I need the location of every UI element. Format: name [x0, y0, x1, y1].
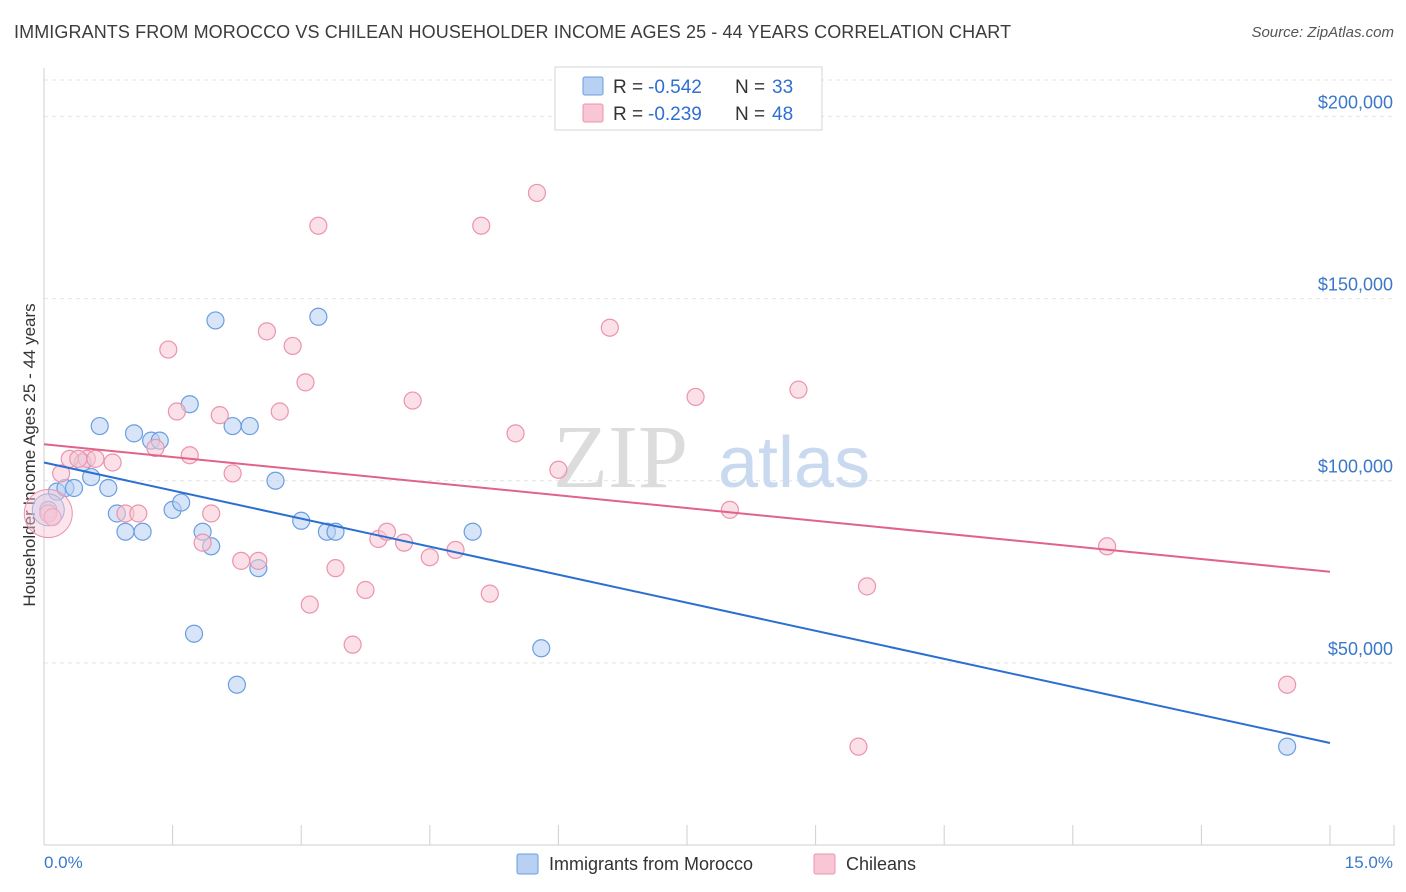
morocco-point — [133, 522, 152, 541]
y-tick-label: $200,000 — [1318, 92, 1393, 112]
legend-n-value-1: 33 — [772, 77, 793, 98]
chileans-point — [223, 464, 242, 483]
morocco-point — [90, 416, 109, 436]
chileans-point — [857, 577, 877, 596]
legend-swatch-chileans — [582, 103, 604, 123]
bottom-legend-swatch-morocco — [516, 853, 539, 875]
y-axis-label: Householder Income Ages 25 - 44 years — [20, 303, 39, 606]
morocco-point — [99, 478, 118, 498]
chileans-point — [43, 508, 62, 527]
chileans-point — [527, 183, 547, 203]
chileans-point — [356, 580, 375, 600]
watermark-zip: ZIP — [553, 408, 688, 507]
x-tick-max: 15.0% — [1345, 853, 1393, 872]
chileans-point — [789, 380, 808, 399]
morocco-point — [206, 311, 225, 330]
series-morocco-points — [31, 307, 1297, 756]
chileans-point — [180, 446, 199, 465]
chileans-point — [300, 595, 319, 614]
chileans-point — [146, 438, 165, 458]
bottom-legend-label-morocco: Immigrants from Morocco — [549, 854, 753, 874]
top-legend: R = -0.542 N = 33 R = -0.239 N = 48 — [554, 66, 823, 131]
legend-r-value-1: -0.542 — [648, 77, 702, 98]
chileans-point — [686, 387, 705, 407]
legend-n-value-2: 48 — [772, 104, 793, 125]
chileans-point — [720, 500, 739, 519]
chileans-point — [506, 424, 525, 443]
morocco-point — [227, 675, 246, 694]
legend-r-value-2: -0.239 — [648, 104, 702, 125]
bottom-legend-swatch-chileans — [813, 853, 836, 875]
chileans-point — [232, 551, 251, 570]
chileans-point — [420, 548, 439, 567]
chileans-point — [210, 406, 229, 425]
chileans-point — [129, 504, 148, 523]
chileans-point — [549, 460, 568, 479]
morocco-point — [240, 416, 259, 436]
y-tick-labels: $50,000 $100,000 $150,000 $200,000 — [1318, 92, 1393, 658]
watermark-atlas: atlas — [718, 423, 870, 503]
x-tick-min: 0.0% — [44, 853, 83, 872]
chileans-point — [1278, 675, 1297, 694]
source-credit: Source: ZipAtlas.com — [1251, 24, 1394, 41]
chileans-point — [103, 453, 122, 472]
series-chileans-points — [23, 183, 1297, 756]
trend-line-chileans — [43, 443, 1331, 573]
legend-n-label-1: N = — [735, 77, 765, 98]
trend-lines — [43, 443, 1331, 744]
chileans-point — [202, 504, 221, 523]
chileans-point — [1097, 537, 1117, 556]
chileans-point — [159, 340, 178, 359]
chileans-point — [600, 318, 619, 337]
chileans-point — [257, 322, 277, 341]
chileans-point — [249, 551, 268, 570]
chileans-point — [270, 402, 289, 421]
chileans-point — [86, 449, 105, 468]
morocco-point — [116, 522, 135, 541]
morocco-point — [463, 522, 482, 541]
morocco-point — [266, 471, 285, 490]
y-tick-label: $50,000 — [1328, 639, 1393, 659]
axes — [43, 68, 1395, 846]
morocco-point — [309, 307, 328, 326]
legend-r-label-1: R = — [613, 77, 643, 98]
y-tick-label: $150,000 — [1318, 275, 1393, 295]
chileans-point — [283, 336, 302, 356]
chileans-point — [446, 540, 465, 560]
chileans-point — [167, 402, 186, 421]
morocco-point — [172, 493, 191, 512]
chileans-point — [309, 216, 328, 235]
y-tick-label: $100,000 — [1318, 457, 1393, 477]
chileans-point — [472, 216, 491, 235]
chileans-point — [343, 635, 362, 654]
chileans-point — [193, 533, 212, 552]
morocco-point — [124, 424, 144, 443]
morocco-point — [1278, 737, 1297, 756]
morocco-point — [64, 478, 84, 498]
chileans-point — [23, 489, 73, 538]
chileans-point — [326, 559, 345, 578]
legend-r-label-2: R = — [613, 104, 643, 125]
chileans-point — [480, 584, 499, 603]
bottom-legend-label-chileans: Chileans — [846, 854, 916, 874]
legend-n-label-2: N = — [735, 104, 765, 125]
trend-line-morocco — [43, 461, 1331, 744]
chileans-point — [849, 737, 868, 756]
chileans-point — [69, 449, 88, 468]
grid — [44, 79, 1395, 664]
chart-title: IMMIGRANTS FROM MOROCCO VS CHILEAN HOUSE… — [14, 22, 1012, 42]
chileans-point — [403, 391, 422, 410]
chileans-point — [296, 373, 315, 392]
chileans-point — [52, 464, 71, 483]
morocco-point — [532, 639, 551, 658]
legend-swatch-morocco — [582, 76, 604, 96]
morocco-point — [184, 624, 204, 643]
bottom-legend: Immigrants from Morocco Chileans — [516, 853, 916, 875]
